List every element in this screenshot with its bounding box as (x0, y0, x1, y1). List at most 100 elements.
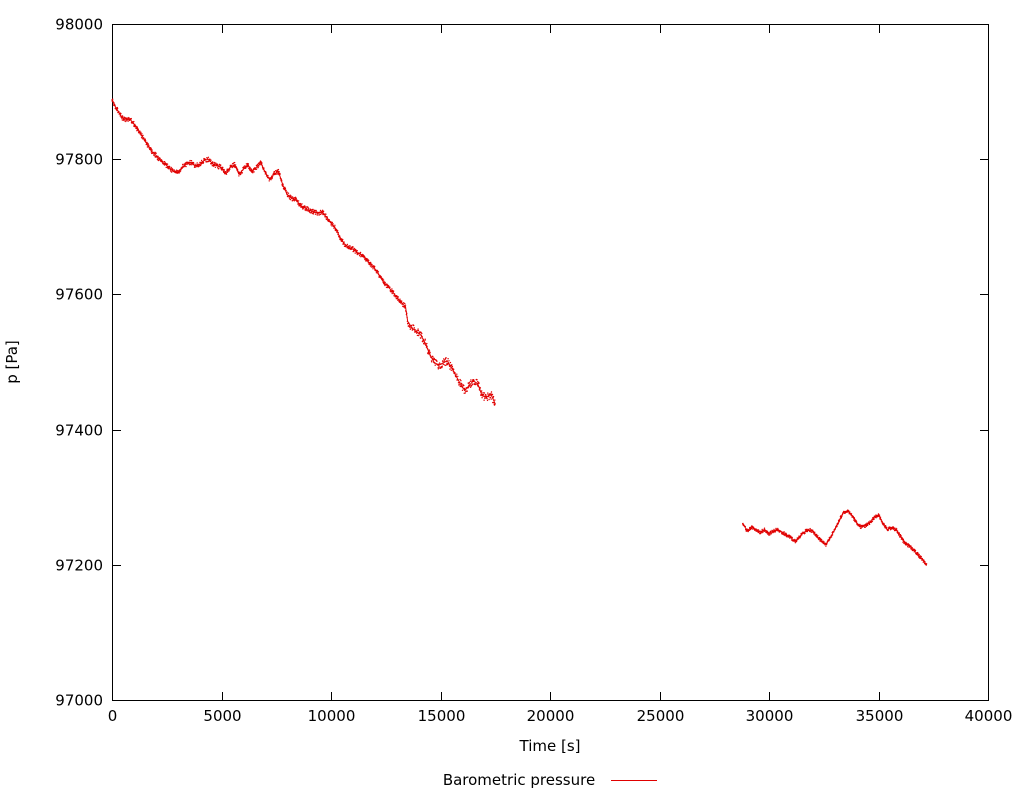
data-point (308, 207, 310, 210)
data-point (924, 561, 926, 563)
data-point (198, 165, 200, 167)
data-point (295, 197, 297, 199)
data-point (769, 534, 771, 536)
data-point (112, 98, 114, 100)
data-point (437, 363, 440, 366)
data-point (491, 393, 494, 396)
data-point (253, 171, 255, 173)
x-tick-label: 10000 (308, 707, 356, 725)
data-point (437, 368, 439, 370)
data-point (280, 178, 283, 180)
data-point (125, 120, 127, 123)
data-point (202, 161, 205, 164)
data-point (286, 191, 288, 193)
data-point (319, 211, 321, 213)
data-point (297, 200, 300, 202)
data-point (457, 379, 459, 381)
data-point (199, 161, 201, 164)
data-point (816, 536, 819, 538)
data-point (799, 535, 802, 538)
y-tick-label: 98000 (55, 16, 103, 34)
data-point (814, 531, 816, 533)
data-point (838, 521, 840, 523)
data-point (416, 329, 418, 332)
data-point (213, 164, 216, 167)
data-point (744, 526, 746, 528)
data-point (214, 163, 216, 165)
data-point (774, 530, 777, 532)
data-point (839, 518, 841, 520)
data-point (170, 171, 173, 173)
data-point (192, 161, 195, 164)
data-point (336, 231, 338, 233)
data-point (223, 168, 225, 171)
data-point (121, 117, 123, 120)
data-point (289, 198, 292, 201)
data-point (850, 513, 853, 515)
data-point (224, 171, 227, 173)
data-point (859, 523, 861, 526)
data-point (826, 542, 828, 545)
data-point (167, 168, 170, 170)
data-point (464, 392, 466, 394)
data-point (486, 398, 488, 400)
data-point (159, 158, 161, 161)
data-point (483, 394, 485, 396)
data-point (302, 208, 304, 210)
data-point (788, 535, 790, 538)
data-point (310, 210, 313, 212)
data-point (218, 165, 220, 168)
data-point (460, 380, 462, 382)
data-point (312, 208, 314, 211)
data-point (482, 392, 484, 394)
data-point (888, 527, 890, 529)
data-point (823, 541, 825, 543)
data-point (920, 555, 922, 558)
data-point (290, 195, 292, 197)
data-point (112, 100, 114, 103)
data-point (451, 365, 454, 368)
data-point (881, 521, 883, 523)
data-point (486, 399, 489, 402)
data-point (893, 527, 895, 530)
data-point (833, 531, 835, 533)
data-point (364, 257, 367, 259)
data-point (796, 540, 798, 542)
data-point (450, 369, 452, 371)
data-point (816, 533, 818, 536)
data-point (781, 531, 783, 534)
data-point (368, 259, 370, 262)
data-point (140, 131, 142, 133)
data-point (397, 296, 399, 298)
data-point (231, 166, 233, 169)
data-point (442, 363, 444, 366)
data-point (175, 169, 178, 171)
data-point (169, 169, 172, 171)
data-point (189, 159, 191, 162)
data-point (186, 163, 188, 166)
data-point (286, 193, 288, 196)
data-point (234, 164, 237, 166)
data-point (209, 158, 211, 160)
data-point (828, 540, 830, 542)
data-point (822, 540, 824, 542)
data-point (404, 302, 406, 305)
data-point (760, 530, 763, 533)
data-point (406, 316, 408, 319)
data-point (241, 172, 243, 174)
data-point (382, 279, 385, 281)
data-point (351, 248, 353, 250)
y-axis-label: p [Pa] (3, 340, 21, 384)
data-point (277, 170, 279, 172)
data-point (325, 218, 328, 221)
data-point (825, 545, 827, 547)
data-point (831, 534, 834, 536)
data-point (268, 177, 270, 179)
data-point (783, 531, 786, 533)
data-point (200, 159, 203, 162)
y-tick-label: 97800 (55, 151, 103, 169)
data-point (849, 511, 851, 513)
data-point (355, 249, 357, 251)
data-point (339, 235, 341, 237)
data-point (483, 399, 485, 401)
